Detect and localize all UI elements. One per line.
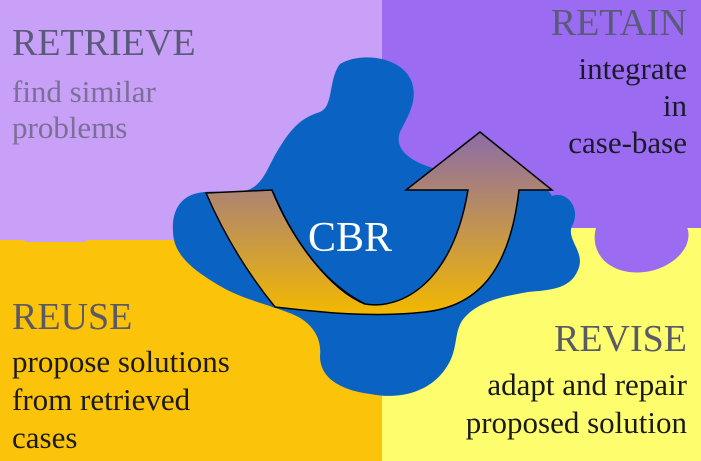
- reuse-knob: [21, 184, 96, 242]
- retrieve-line: problems: [12, 109, 128, 145]
- revise-title: REVISE: [554, 318, 687, 360]
- reuse-description: propose solutions from retrieved cases: [12, 343, 230, 456]
- retrieve-line: find similar: [12, 74, 156, 109]
- retain-line: in: [662, 88, 687, 124]
- cbr-label: CBR: [308, 215, 393, 261]
- arrow-inner-edge: [271, 189, 366, 305]
- center-puzzle-piece: [172, 57, 580, 396]
- retain-knob: [594, 222, 689, 273]
- revise-line: adapt and repair: [487, 367, 687, 402]
- retain-line: case-base: [568, 125, 687, 161]
- retrieve-description: find similar problems: [12, 74, 156, 145]
- revise-line: proposed solution: [465, 404, 687, 440]
- reuse-title: REUSE: [12, 296, 133, 338]
- reuse-line: cases: [12, 419, 78, 455]
- retain-description: integrate in case-base: [568, 50, 687, 162]
- retrieve-title: RETRIEVE: [12, 22, 196, 64]
- revise-description: adapt and repair proposed solution: [466, 366, 687, 442]
- reuse-line: from retrieved: [12, 381, 191, 417]
- retain-title: RETAIN: [550, 2, 687, 44]
- retain-line: integrate: [578, 51, 687, 86]
- reuse-line: propose solutions: [12, 344, 230, 379]
